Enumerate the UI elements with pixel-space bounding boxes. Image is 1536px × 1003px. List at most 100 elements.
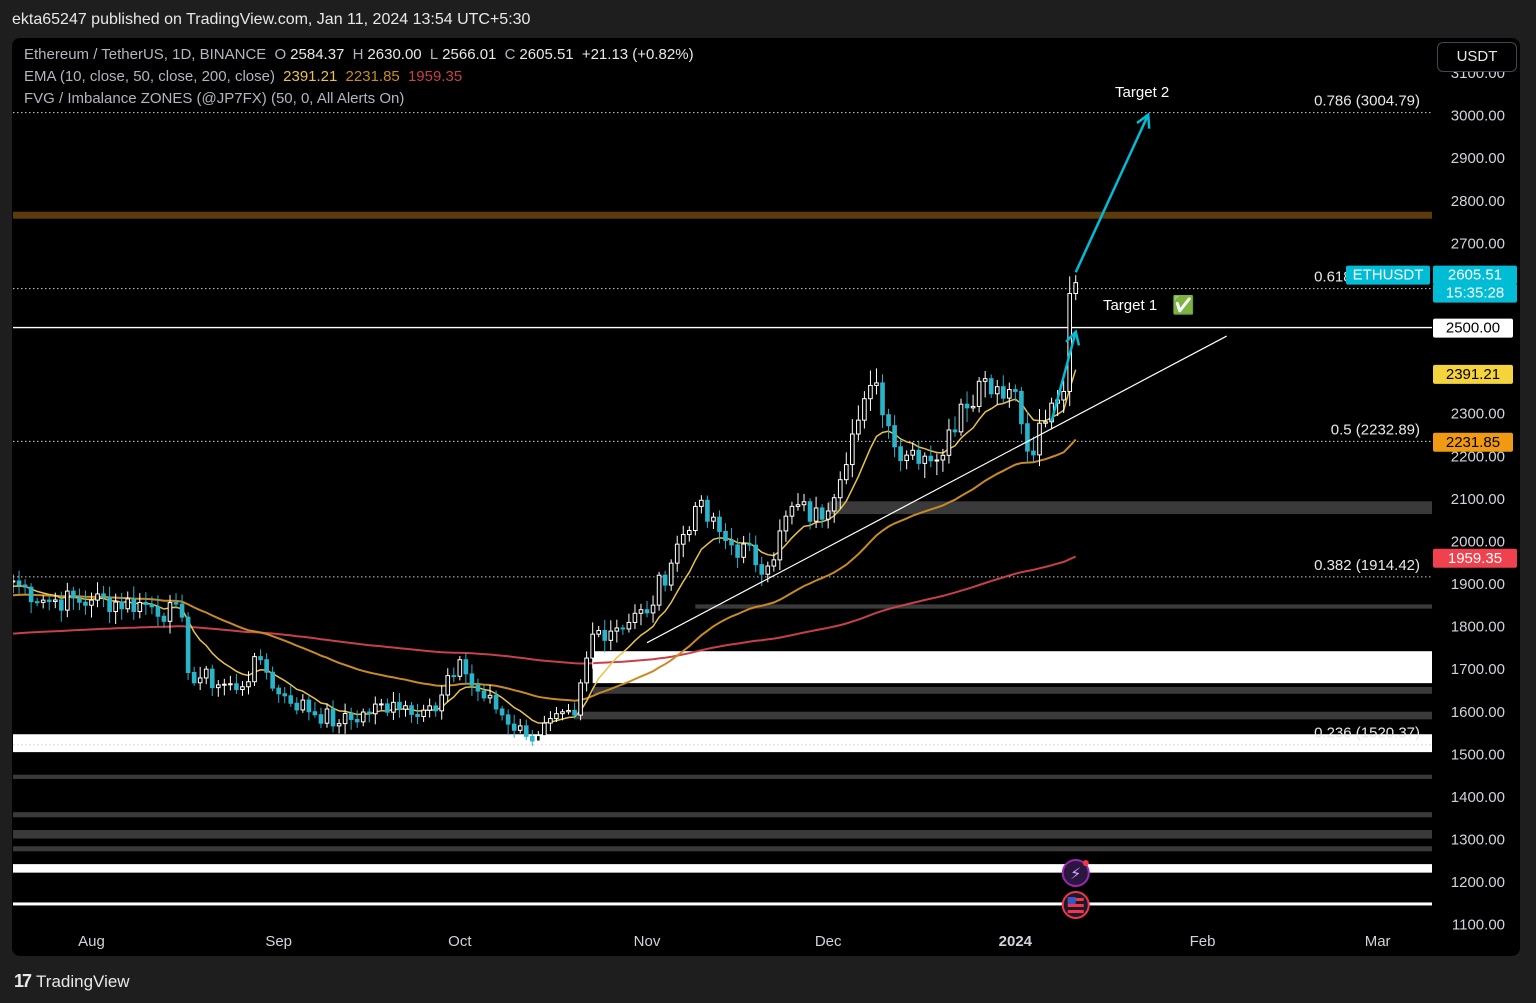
candle[interactable] [831,493,837,523]
candle[interactable] [1000,375,1006,404]
candle[interactable] [173,593,179,609]
candle[interactable] [922,452,928,478]
candle[interactable] [179,594,185,622]
candle[interactable] [107,586,112,624]
candle[interactable] [777,519,783,571]
candle[interactable] [934,453,940,476]
candle[interactable] [511,714,517,738]
candle[interactable] [1007,382,1012,408]
legend-symbol[interactable]: Ethereum / TetherUS, 1D, BINANCE [24,46,267,63]
candle[interactable] [372,696,378,725]
candle[interactable] [11,574,16,594]
legend-ema-label[interactable]: EMA (10, close, 50, close, 200, close) [24,68,275,85]
candle[interactable] [469,664,475,696]
candle[interactable] [294,697,300,715]
candle[interactable] [1037,409,1042,467]
candle[interactable] [185,612,191,680]
candle[interactable] [391,691,396,720]
candle[interactable] [324,703,330,728]
candle[interactable] [656,571,662,611]
candle[interactable] [58,591,64,622]
candle[interactable] [457,656,463,681]
candle[interactable] [348,707,354,730]
candle[interactable] [590,622,595,669]
candle[interactable] [155,595,161,627]
candle[interactable] [650,595,656,623]
candle[interactable] [638,603,644,626]
candle[interactable] [928,445,934,468]
candle[interactable] [566,703,571,715]
candle[interactable] [463,653,469,685]
candle[interactable] [282,687,288,704]
candle[interactable] [34,597,40,607]
candle[interactable] [789,501,795,525]
candle[interactable] [916,440,922,470]
candle[interactable] [65,582,70,618]
candle[interactable] [964,391,970,423]
candle[interactable] [71,586,76,610]
candle[interactable] [228,675,233,691]
candle[interactable] [976,377,982,413]
candle[interactable] [246,671,251,695]
candle[interactable] [614,619,620,643]
candle[interactable] [952,416,958,437]
candle[interactable] [813,496,819,529]
candle[interactable] [191,666,197,686]
candle[interactable] [397,693,402,718]
candle[interactable] [735,537,740,569]
candle[interactable] [542,715,547,740]
candle[interactable] [536,731,541,748]
candle[interactable] [89,592,94,618]
candle[interactable] [240,681,245,696]
candle[interactable] [433,702,438,717]
candle[interactable] [759,556,765,586]
candle[interactable] [28,583,34,614]
candle[interactable] [548,711,553,732]
candle[interactable] [113,593,118,624]
candle[interactable] [686,526,692,542]
candle[interactable] [95,582,100,608]
candle[interactable] [711,512,716,529]
candle[interactable] [354,710,360,728]
candle[interactable] [40,595,46,609]
candle[interactable] [753,535,759,573]
candle[interactable] [868,370,873,411]
candle[interactable] [910,442,916,460]
candle[interactable] [717,510,722,544]
candle[interactable] [517,718,523,734]
candle[interactable] [783,510,789,542]
candle[interactable] [668,559,674,591]
candle[interactable] [729,527,734,556]
candle[interactable] [421,704,426,722]
candle[interactable] [693,502,698,536]
candle[interactable] [596,625,602,638]
candle[interactable] [662,570,668,592]
candle[interactable] [680,525,686,558]
candle[interactable] [523,719,529,741]
currency-button[interactable]: USDT [1437,42,1517,72]
candle[interactable] [125,591,131,613]
candle[interactable] [940,448,946,472]
candle[interactable] [222,678,227,696]
candle[interactable] [385,698,390,717]
candle[interactable] [529,729,535,747]
candle[interactable] [360,708,366,727]
candle[interactable] [856,405,861,441]
candle[interactable] [674,535,680,572]
candle[interactable] [554,706,559,723]
candle[interactable] [83,590,88,615]
candle[interactable] [837,471,843,509]
candle[interactable] [197,666,203,691]
candle[interactable] [451,667,457,683]
candle[interactable] [336,719,342,734]
candle[interactable] [1025,411,1030,463]
candle[interactable] [988,374,994,399]
candle[interactable] [409,701,414,723]
candle[interactable] [1061,380,1066,414]
candle[interactable] [578,679,583,721]
candle[interactable] [699,495,704,514]
candle[interactable] [119,592,125,620]
candle[interactable] [203,665,209,685]
candle[interactable] [270,666,275,692]
